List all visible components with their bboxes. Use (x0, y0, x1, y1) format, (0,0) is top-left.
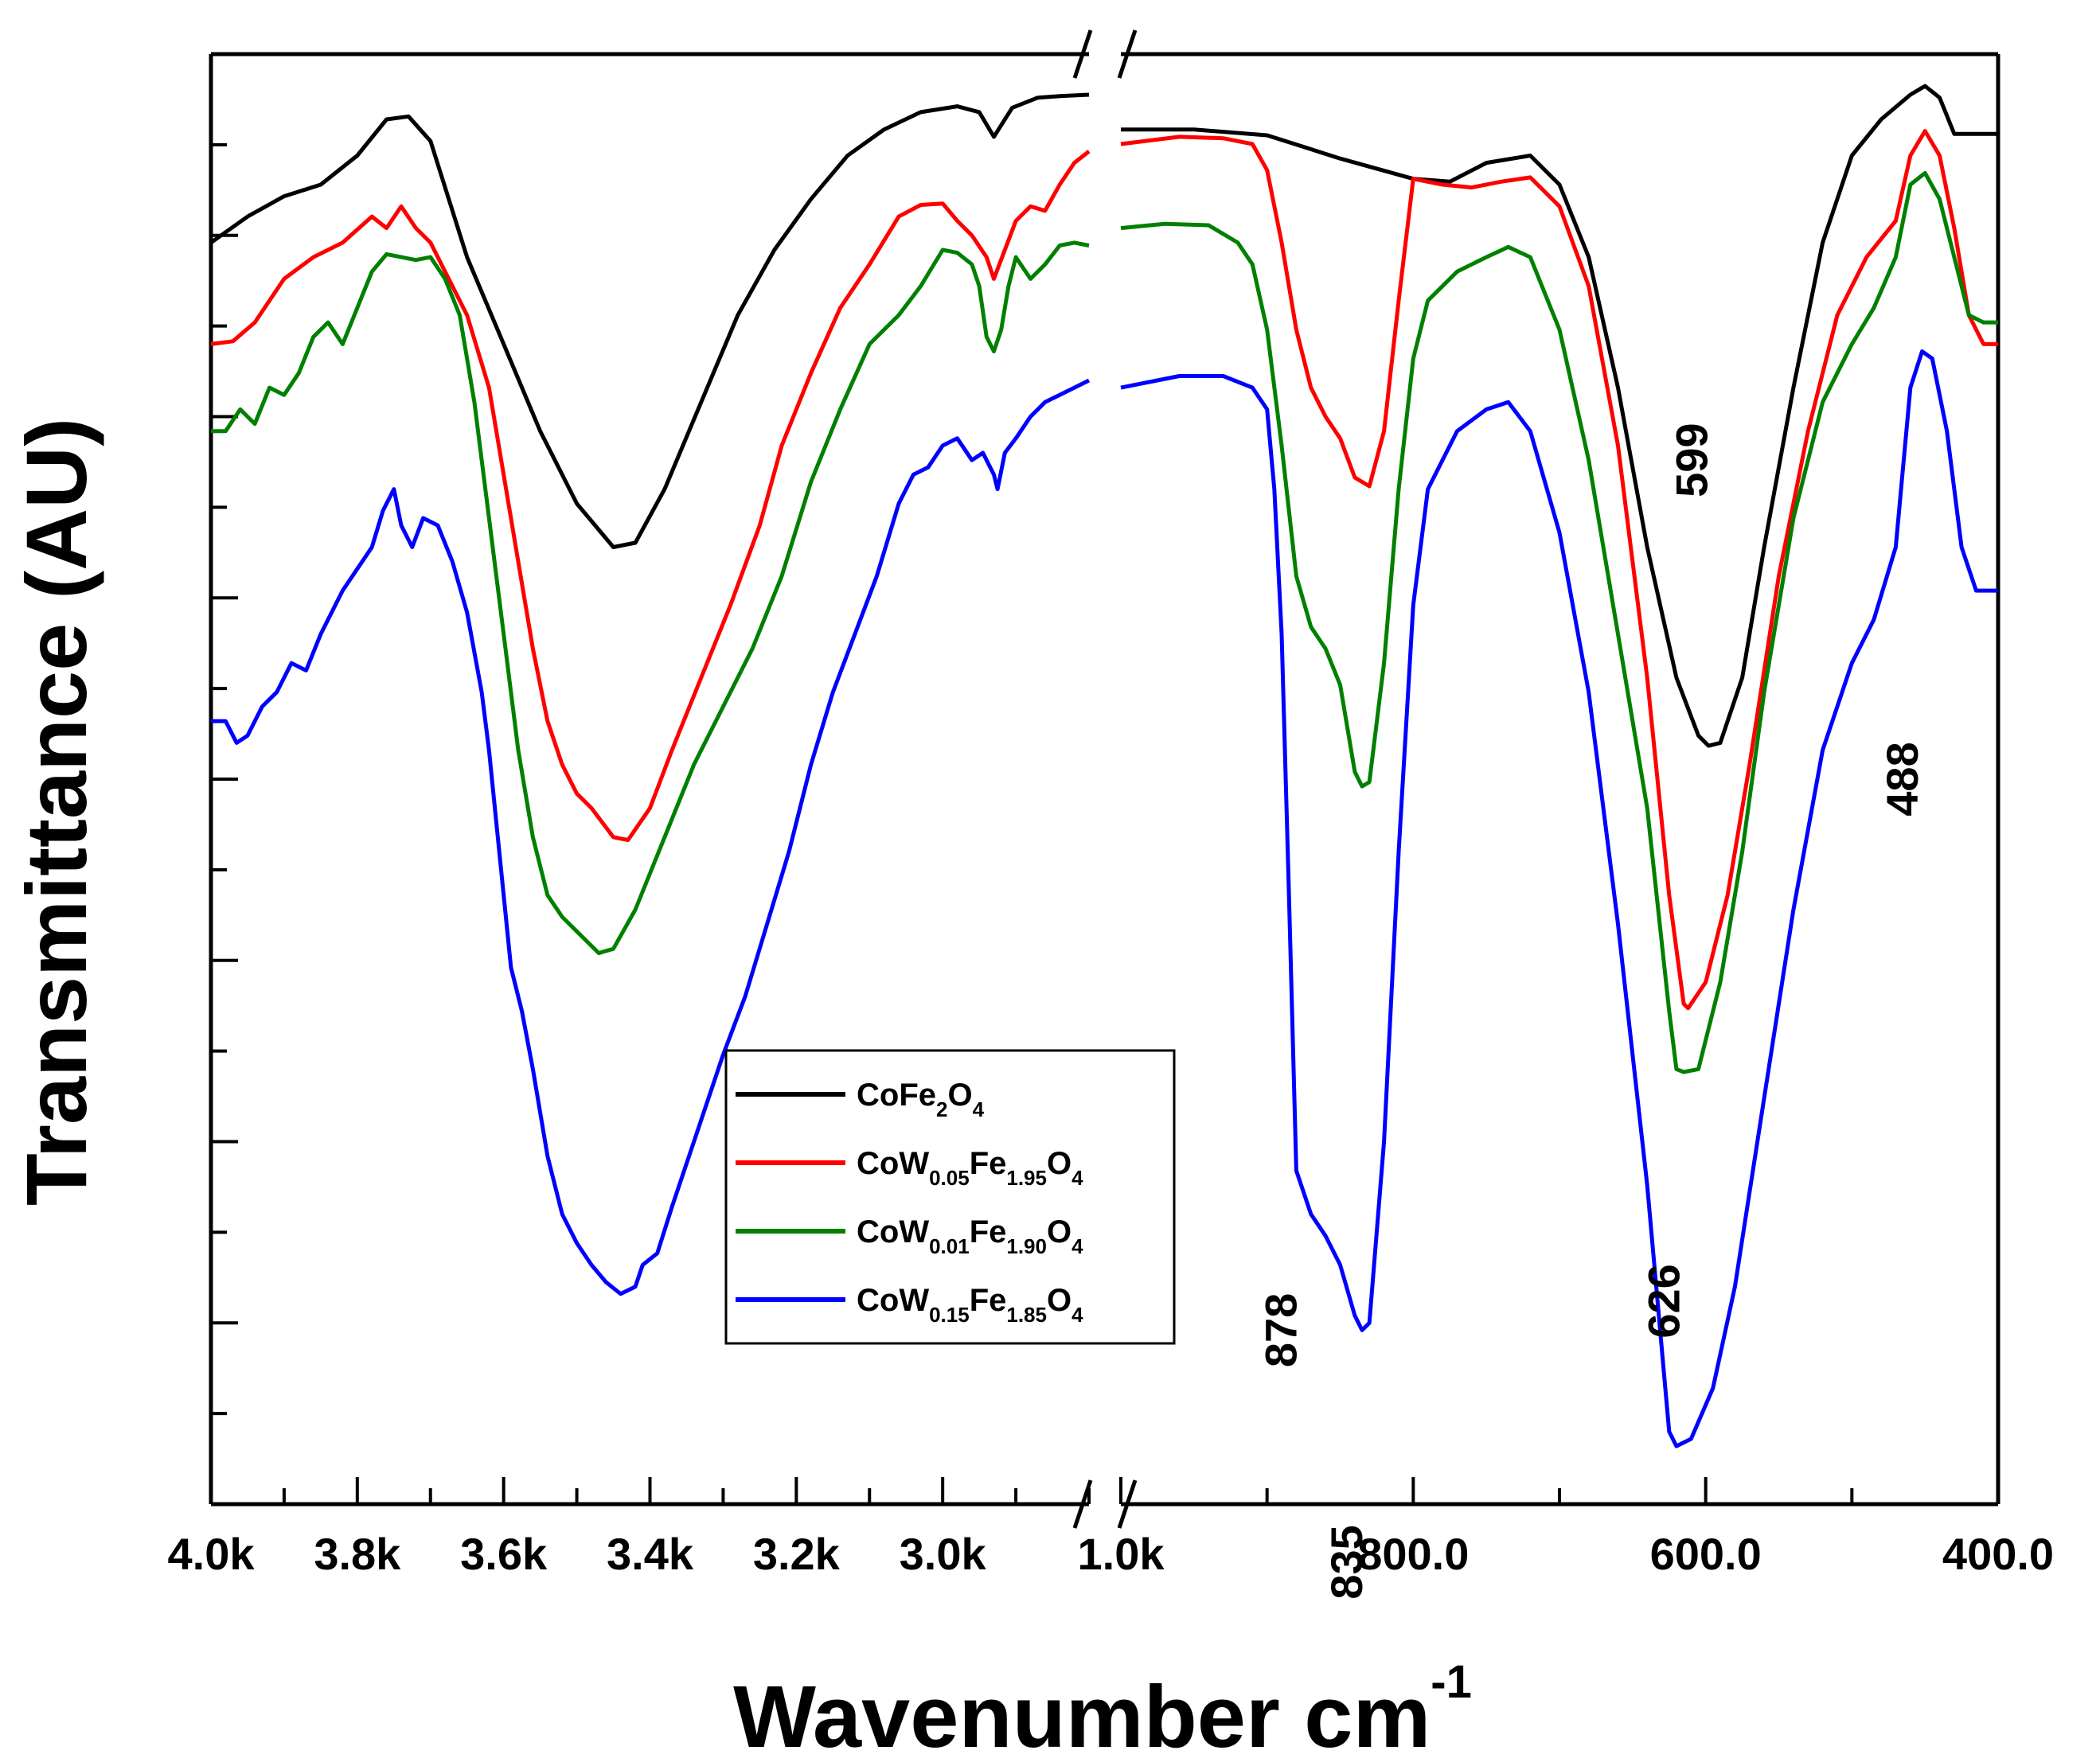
x-tick-label: 3.6k (460, 1529, 548, 1579)
peak-label: 599 (1667, 423, 1717, 497)
legend-label-subscript: 0.01 (929, 1234, 970, 1258)
series-line-4-seg2 (1120, 349, 1998, 1448)
peak-label: 488 (1877, 742, 1927, 816)
legend-label: CoW0.15Fe1.85O4​ (857, 1283, 1083, 1327)
legend-label-subscript: 4 (1071, 1234, 1083, 1258)
legend-label-text: CoFe (857, 1078, 936, 1113)
legend-label-subscript: 4 (973, 1097, 985, 1121)
axes: 4.0k 3.8k 3.6k 3.4k 3.2k 3.0k 1.0k 800.0 600.0 40… (168, 29, 2054, 1579)
x-tick-label: 3.8k (314, 1529, 401, 1579)
legend: CoFe2O4​ CoW0.05Fe1.95O4​ CoW0.01Fe1.90O4​… (724, 1049, 1176, 1345)
peak-label: 835 (1321, 1525, 1372, 1599)
annotations: 599 488 878 835 626 (1255, 423, 1927, 1599)
legend-box (724, 1049, 1176, 1345)
legend-label: CoFe2O4​ (857, 1078, 985, 1121)
x-axis-title-superscript: -1 (1431, 1656, 1472, 1708)
x-tick-label: 400.0 (1942, 1529, 2054, 1579)
legend-label-text: O (1047, 1146, 1071, 1181)
legend-label: CoW0.05Fe1.95O4​ (857, 1146, 1083, 1190)
x-tick-label: 3.4k (607, 1529, 694, 1579)
legend-label-text: Fe (970, 1146, 1007, 1181)
axis-titles: Wavenumber cm-1 Transmittance (AU) (8, 418, 1472, 1762)
x-tick-label: 4.0k (168, 1529, 256, 1579)
axis-break-mark-top-b (1117, 29, 1138, 79)
legend-label-subscript: 1.95 (1006, 1166, 1047, 1190)
x-axis-title: Wavenumber cm-1 (733, 1656, 1472, 1762)
legend-label-subscript: 0.05 (929, 1166, 970, 1190)
x-tick-label: 3.0k (900, 1529, 987, 1579)
legend-label-text: O (947, 1078, 972, 1113)
series-line-2-seg1 (210, 150, 1091, 842)
x-tick-label: 3.2k (753, 1529, 841, 1579)
y-axis-title: Transmittance (AU) (8, 418, 104, 1206)
legend-label-text: O (1047, 1283, 1071, 1318)
legend-label-text: Fe (970, 1214, 1007, 1249)
legend-label-text: Fe (970, 1283, 1007, 1318)
legend-label-subscript: 1.85 (1006, 1303, 1047, 1327)
series-line-3-seg2 (1120, 170, 1998, 1074)
series-line-4-seg1 (211, 378, 1091, 1296)
series-line-2-seg2 (1120, 129, 1998, 1011)
legend-label-text: CoW (857, 1283, 929, 1318)
legend-label-subscript: 0.15 (929, 1303, 970, 1327)
series-group (209, 84, 1998, 1448)
peak-label: 626 (1639, 1264, 1689, 1338)
legend-label: CoW0.01Fe1.90O4​ (857, 1214, 1083, 1258)
legend-label-subscript: 1.90 (1006, 1234, 1047, 1258)
legend-label-text: CoW (857, 1214, 929, 1249)
series-line-1-seg2 (1121, 84, 1998, 748)
series-line-1-seg1 (209, 92, 1090, 549)
peak-label: 878 (1255, 1293, 1306, 1367)
legend-label-subscript: 4 (1071, 1303, 1083, 1327)
axis-break-mark-top-a (1072, 29, 1093, 79)
legend-label-subscript: 4 (1071, 1166, 1083, 1190)
series-line-3-seg1 (211, 240, 1090, 956)
legend-label-subscript: 2 (936, 1097, 947, 1121)
legend-label-text: O (1047, 1214, 1071, 1249)
x-tick-label: 800.0 (1357, 1529, 1469, 1579)
legend-label-text: CoW (857, 1146, 929, 1181)
x-tick-label: 1.0k (1078, 1529, 1165, 1579)
x-axis-title-text: Wavenumber cm (733, 1668, 1431, 1762)
axis-break-mark-bottom-b (1117, 1479, 1138, 1529)
x-tick-label: 600.0 (1650, 1529, 1762, 1579)
